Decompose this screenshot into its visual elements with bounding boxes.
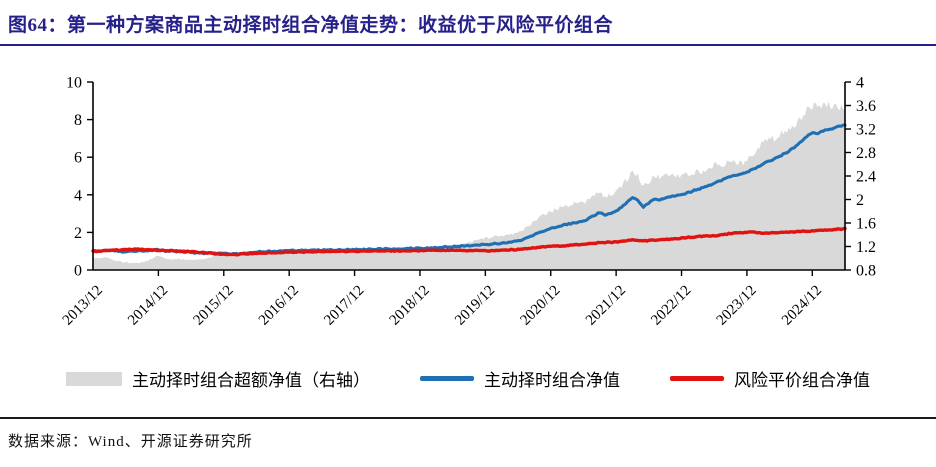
right-tick-label: 2.4 bbox=[856, 169, 876, 186]
x-tick-label: 2024/12 bbox=[779, 283, 825, 329]
legend-label: 主动择时组合超额净值（右轴） bbox=[132, 371, 370, 390]
x-tick-label: 2016/12 bbox=[256, 283, 302, 329]
source-rule bbox=[0, 417, 936, 419]
data-source-text: 数据来源：Wind、开源证券研究所 bbox=[8, 434, 253, 450]
left-tick-label: 6 bbox=[74, 150, 82, 167]
x-tick-label: 2014/12 bbox=[125, 283, 171, 329]
right-tick-label: 1.2 bbox=[856, 239, 876, 256]
x-tick-label: 2020/12 bbox=[517, 283, 563, 329]
area-swatch-icon bbox=[66, 371, 122, 386]
legend-label: 主动择时组合净值 bbox=[484, 371, 620, 390]
right-tick-label: 2.8 bbox=[856, 145, 876, 162]
chart-legend: 主动择时组合超额净值（右轴） 主动择时组合净值 风险平价组合净值 bbox=[0, 366, 936, 391]
left-tick-label: 10 bbox=[66, 75, 82, 92]
right-tick-label: 1.6 bbox=[856, 216, 876, 233]
chart-area: 0 2 4 6 8 10 0.8 1.2 1.6 2 2.4 2.8 3.2 3.6 4 2013/12 201… bbox=[0, 50, 936, 362]
x-tick-label: 2013/12 bbox=[60, 283, 106, 329]
right-tick-label: 3.2 bbox=[856, 122, 876, 139]
left-tick-label: 4 bbox=[74, 187, 82, 204]
legend-label: 风险平价组合净值 bbox=[734, 371, 870, 390]
x-tick-label: 2022/12 bbox=[648, 283, 694, 329]
x-tick-label: 2018/12 bbox=[387, 283, 433, 329]
right-tick-label: 4 bbox=[856, 75, 864, 92]
x-tick-label: 2017/12 bbox=[321, 283, 367, 329]
x-tick-label: 2015/12 bbox=[191, 283, 237, 329]
x-tick-label: 2019/12 bbox=[452, 283, 498, 329]
right-tick-label: 3.6 bbox=[856, 98, 876, 115]
legend-item-active: 主动择时组合净值 bbox=[420, 366, 620, 391]
x-tick-label: 2023/12 bbox=[714, 283, 760, 329]
left-tick-label: 8 bbox=[74, 112, 82, 129]
title-rule bbox=[0, 44, 936, 46]
x-tick-label: 2021/12 bbox=[583, 283, 629, 329]
line-swatch-icon bbox=[420, 376, 474, 381]
line-swatch-icon bbox=[670, 376, 724, 381]
risk-parity-line-series bbox=[91, 226, 847, 257]
right-tick-label: 2 bbox=[856, 192, 864, 209]
figure-title: 图64：第一种方案商品主动择时组合净值走势：收益优于风险平价组合 bbox=[8, 15, 614, 36]
legend-item-excess: 主动择时组合超额净值（右轴） bbox=[66, 366, 370, 391]
right-tick-label: 0.8 bbox=[856, 263, 876, 280]
left-tick-label: 2 bbox=[74, 225, 82, 242]
left-tick-label: 0 bbox=[74, 263, 82, 280]
legend-item-riskparity: 风险平价组合净值 bbox=[670, 366, 870, 391]
excess-area-series bbox=[93, 101, 845, 270]
chart-canvas: 0 2 4 6 8 10 0.8 1.2 1.6 2 2.4 2.8 3.2 3.6 4 2013/12 201… bbox=[60, 75, 876, 329]
